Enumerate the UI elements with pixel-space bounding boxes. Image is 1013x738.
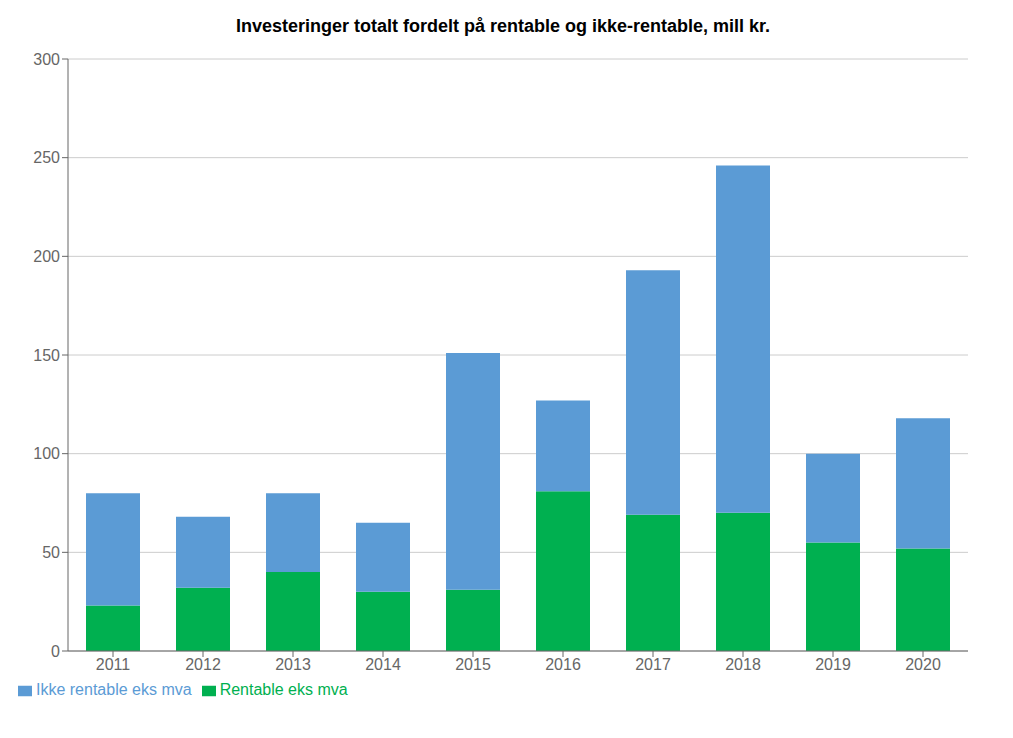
svg-text:2015: 2015 <box>455 656 491 673</box>
svg-text:2013: 2013 <box>275 656 311 673</box>
svg-text:100: 100 <box>33 445 60 462</box>
svg-text:2011: 2011 <box>96 656 131 673</box>
svg-text:2019: 2019 <box>815 656 851 673</box>
html-text:Rentable eks mva: Rentable eks mva <box>219 681 348 698</box>
html-text:Ikke rentable eks mva: Ikke rentable eks mva <box>36 681 192 698</box>
html-text:Investeringer totalt fordelt p: Investeringer totalt fordelt på rentable… <box>235 16 771 36</box>
svg-text:2016: 2016 <box>545 656 581 673</box>
svg-text:50: 50 <box>42 544 60 561</box>
svg-text:0: 0 <box>51 643 60 660</box>
svg-text:300: 300 <box>33 51 60 68</box>
svg-text:200: 200 <box>33 248 60 265</box>
svg-text:2014: 2014 <box>365 656 401 673</box>
svg-text:2012: 2012 <box>185 656 221 673</box>
svg-text:2020: 2020 <box>905 656 941 673</box>
svg-text:2018: 2018 <box>725 656 761 673</box>
svg-text:150: 150 <box>33 347 60 364</box>
svg-text:2017: 2017 <box>635 656 671 673</box>
svg-text:250: 250 <box>33 149 60 166</box>
